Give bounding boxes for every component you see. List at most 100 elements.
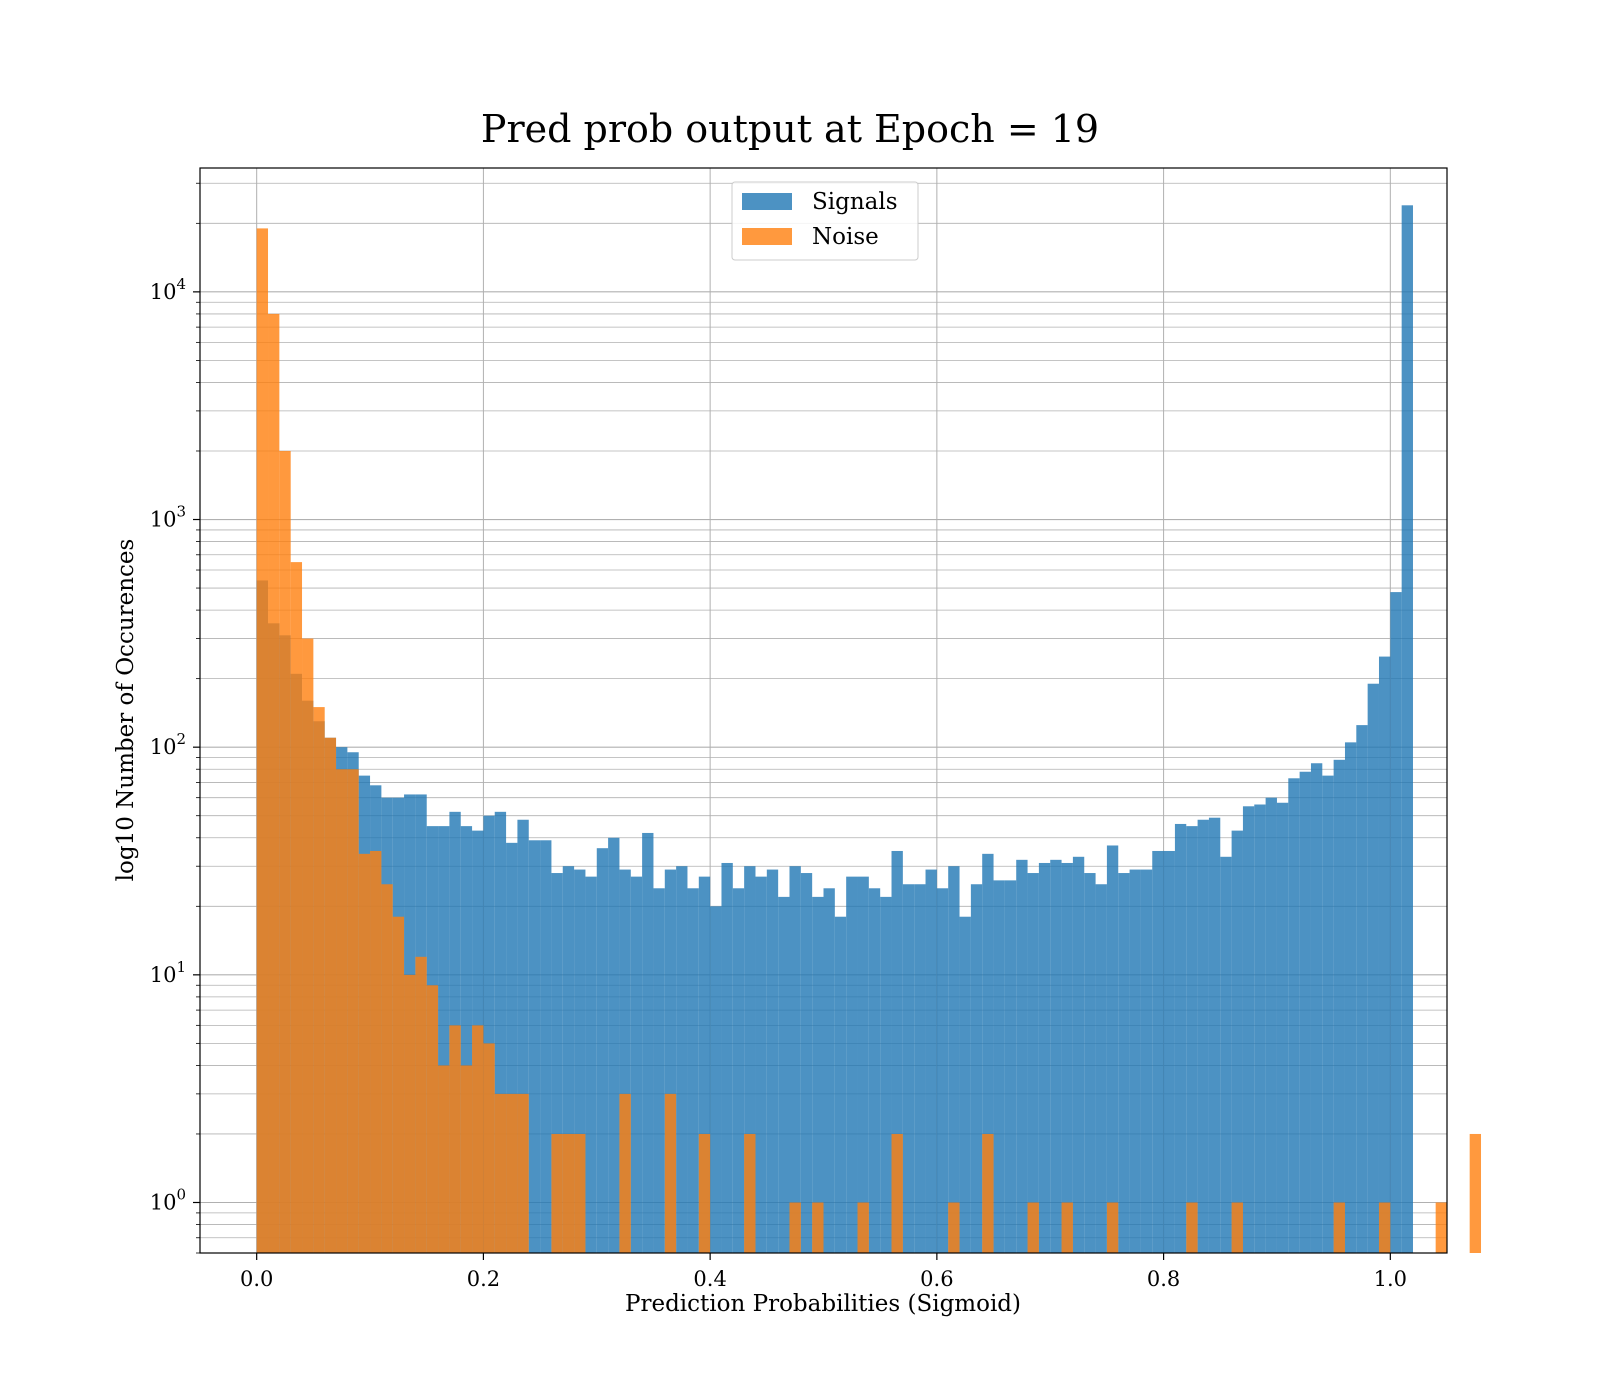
signals-bar [438,826,450,1253]
signals-bar [812,896,824,1253]
signals-bar [1276,802,1289,1253]
noise-bar [494,1093,507,1253]
signals-bar [868,888,881,1253]
noise-bar [1469,1133,1482,1253]
signals-bar [517,819,529,1253]
signals-bar [687,888,699,1253]
signals-bar [1095,884,1107,1253]
signals-bar [1231,830,1243,1253]
noise-bar [472,1025,484,1253]
noise-bar [347,769,359,1253]
noise-bar [982,1133,994,1253]
signals-bar [1356,725,1368,1253]
signals-bar [1367,683,1379,1253]
noise-bar [948,1202,960,1253]
noise-bar [619,1093,631,1253]
noise-bar [1378,1202,1391,1253]
noise-bar [789,1202,801,1253]
noise-bar [517,1093,529,1253]
noise-bar [324,737,337,1253]
signals-bar [585,876,597,1253]
noise-bar [483,1043,495,1253]
noise-bar [812,1202,824,1253]
y-tick-label: 100 [150,1185,186,1214]
y-axis-label: log10 Number of Occurences [113,539,139,882]
signals-bar [891,850,903,1253]
legend: Signals Noise [731,181,919,261]
noise-bar [664,1093,677,1253]
signals-bar [1242,806,1255,1253]
signals-bar [1401,205,1413,1253]
signals-bar [1265,797,1277,1253]
signals-bar [1118,873,1130,1253]
x-tick-label: 0.6 [920,1267,953,1291]
x-tick-label: 0.2 [467,1267,500,1291]
signals-bar [948,866,960,1253]
noise-bar [698,1133,711,1253]
chart-title: Pred prob output at Epoch = 19 [481,107,1099,151]
signals-bar [664,869,677,1253]
signals-bar [1378,656,1391,1253]
x-axis-label: Prediction Probabilities (Sigmoid) [625,1291,1021,1317]
signals-bar [1220,856,1232,1253]
signals-bar [698,876,711,1253]
legend-swatch-noise [742,228,792,245]
signals-bar [1140,869,1153,1253]
legend-label-signals: Signals [812,189,898,215]
noise-bar [1186,1202,1198,1253]
signals-bar [608,837,620,1253]
noise-bar [302,638,314,1253]
signals-bar [630,876,643,1253]
signals-bar [766,869,779,1253]
signals-bar [1174,823,1187,1253]
noise-bar [562,1133,575,1253]
noise-bar [381,884,393,1253]
noise-bars [256,228,1482,1253]
noise-bar [1333,1202,1345,1253]
signals-bar [902,884,915,1253]
signals-bar [574,869,586,1253]
noise-bar [426,985,439,1253]
noise-bar [336,769,348,1253]
signals-bar [1038,862,1051,1253]
signals-bar [1344,742,1357,1253]
signals-bar [710,906,722,1253]
noise-bar [438,1065,450,1253]
signals-bar [1333,759,1345,1253]
y-tick-label: 103 [150,503,186,532]
signals-bar [744,866,756,1253]
signals-bar [1084,873,1096,1253]
signals-bar [732,888,745,1253]
x-tick-label: 1.0 [1374,1267,1407,1291]
signals-bar [1072,856,1085,1253]
noise-bar [290,562,303,1253]
noise-bar [1027,1202,1039,1253]
signals-bar [540,840,552,1253]
noise-bar [268,313,280,1253]
signals-bar [1310,763,1323,1253]
signals-bar [857,876,869,1253]
x-tick-label: 0.4 [693,1267,726,1291]
legend-label-noise: Noise [812,224,879,250]
signals-bar [596,848,609,1253]
noise-bar [506,1093,518,1253]
noise-bar [891,1133,903,1253]
signals-bar [936,888,949,1253]
signals-bar [619,869,631,1253]
x-axis-ticks: 0.0 0.2 0.4 0.6 0.8 1.0 [240,1253,1407,1291]
noise-bar [744,1133,756,1253]
signals-bar [834,916,847,1253]
signals-bar [993,880,1005,1253]
noise-bar [1106,1202,1119,1253]
noise-bar [358,853,371,1253]
y-axis-ticks: 100 101 102 103 104 [150,182,200,1254]
signals-bar [528,840,541,1253]
signals-bar [1322,775,1334,1253]
noise-bar [449,1025,461,1253]
signals-bar [1106,845,1119,1253]
noise-bar [404,974,416,1253]
noise-bar [256,228,269,1253]
plot-frame [199,167,1448,1254]
x-tick-label: 0.0 [240,1267,273,1291]
